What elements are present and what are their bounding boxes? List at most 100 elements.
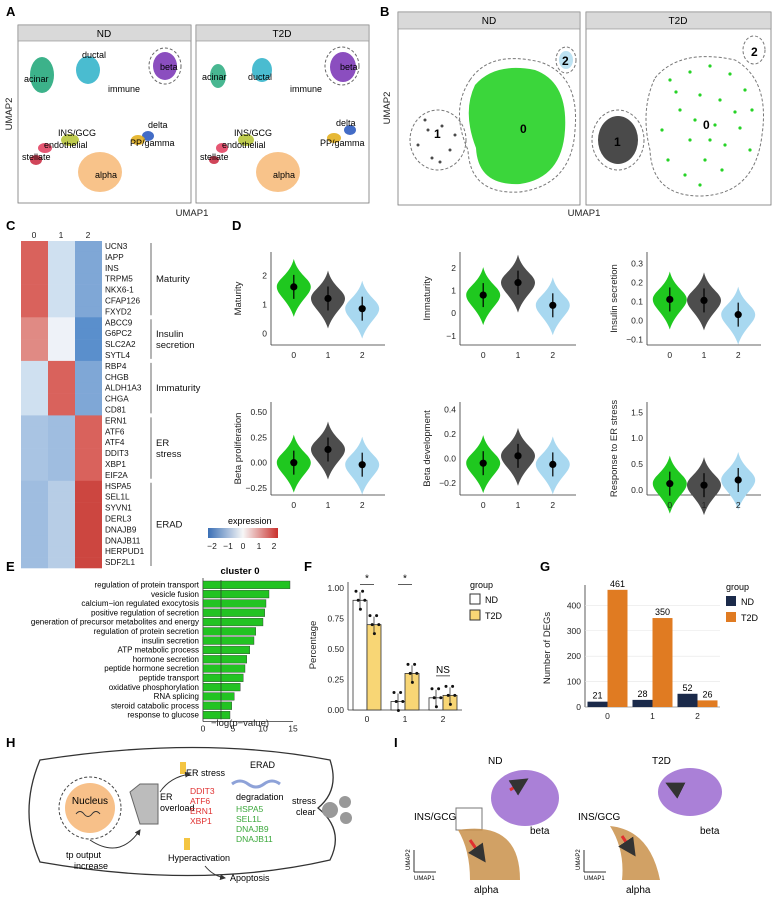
velocity-arrow: [468, 839, 486, 863]
dna-icon: [75, 811, 101, 817]
panel-a: A ND T2D acinar ductal immune beta INS/G…: [4, 4, 370, 219]
category-label: regulation of protein secretion: [94, 627, 199, 636]
panel-e-xlabel: −log(p−value): [211, 718, 269, 729]
panel-i-t2d-alpha: alpha: [626, 885, 651, 896]
heatmap-gene-label: DERL3: [105, 515, 132, 524]
data-point: [358, 607, 362, 611]
ductal-blob: [76, 56, 100, 84]
beta-velocity-cloud: [658, 768, 722, 816]
heatmap-gene-label: DNAJB11: [105, 536, 141, 545]
panel-d: D 0 1 2 Maturity 0 1 2 −1 0 1 2 Immaturity 0 1 2 −0.1 0.…: [232, 218, 761, 516]
heatmap-cell: [21, 339, 48, 351]
violin-ylabel: Insulin secretion: [609, 264, 620, 333]
heatmap-legend-bar: [208, 528, 278, 538]
x-tick-label: 0: [667, 350, 672, 360]
violin-median: [290, 459, 298, 467]
cluster-1-cloud: [598, 116, 638, 164]
heatmap-cell: [75, 295, 102, 307]
violin-median: [700, 296, 708, 304]
heatmap-cell: [48, 513, 75, 525]
heatmap-cell: [21, 262, 48, 274]
label-immune: immune: [290, 84, 322, 94]
violin-median: [514, 452, 522, 460]
y-tick-label: 0.3: [631, 258, 643, 268]
stellate-blob: [209, 156, 219, 164]
data-point: [413, 662, 417, 666]
data-point: [415, 671, 419, 675]
data-point: [356, 598, 360, 602]
heatmap-gene-label: SEL1L: [105, 493, 130, 502]
violin-median: [700, 481, 708, 489]
bar: [202, 683, 241, 692]
cluster-0-points: [660, 64, 754, 187]
bar: [202, 655, 247, 664]
violin-median: [358, 305, 366, 313]
acinar-blob: [30, 57, 54, 93]
panel-f: F 0.00 0.25 0.50 0.75 1.00 * 0 * 1 NS 2 Percentage…: [304, 559, 503, 724]
panel-letter-e: E: [6, 559, 15, 574]
panel-a-t2d-clusters: acinar ductal immune beta INS/GCG endoth…: [200, 46, 365, 192]
beta-outline: [148, 47, 182, 85]
heatmap-cell: [48, 360, 75, 373]
er-stress-icon: [180, 762, 186, 774]
y-tick-label: 100: [567, 677, 581, 687]
heatmap-gene-label: ATF6: [105, 427, 125, 436]
data-point: [406, 662, 410, 666]
panel-b-t2d-strip: [585, 11, 772, 30]
heatmap-group-label: Insulin: [156, 329, 183, 340]
heatmap-group-label: Immaturity: [156, 383, 201, 394]
category-label: insulin secretion: [142, 636, 199, 645]
label-ins-gcg: INS/GCG: [58, 128, 96, 138]
panel-f-legend-title: group: [470, 580, 493, 590]
red-gene: XBP1: [190, 816, 212, 826]
y-tick-label: 0.00: [250, 458, 267, 468]
category-label: calcium−ion regulated exocytosis: [81, 599, 199, 608]
arrow: [204, 865, 226, 881]
heatmap-gene-label: RBP4: [105, 362, 127, 371]
heatmap-cell: [48, 371, 75, 383]
data-point: [446, 693, 450, 697]
cluster-0-outline: [645, 56, 764, 197]
output-line2: increase: [74, 861, 108, 871]
panel-h: H Nucleus ER overload tp output increase…: [6, 735, 352, 883]
bar: [202, 673, 244, 682]
heatmap-cell: [21, 480, 48, 492]
bar: [352, 599, 368, 711]
bar: [652, 618, 673, 707]
heatmap-cell: [48, 262, 75, 274]
panel-e: E cluster 0 regulation of protein transp…: [6, 559, 298, 734]
label-endothelial: endothelial: [222, 140, 266, 150]
er-overload-line1: ER: [160, 792, 173, 802]
velocity-arrow: [665, 782, 686, 799]
heatmap-cell: [21, 360, 48, 373]
x-tick-label: 1: [702, 500, 707, 510]
label-delta: delta: [336, 118, 356, 128]
violin-ylabel: Immaturity: [422, 276, 433, 321]
panel-letter-c: C: [6, 218, 16, 233]
beta-outline: [324, 46, 360, 86]
label-delta: delta: [148, 120, 168, 130]
heatmap-cell: [21, 437, 48, 449]
significance-label: *: [403, 573, 407, 584]
green-gene: SEL1L: [236, 814, 262, 824]
heatmap-gene-label: CHGA: [105, 395, 129, 404]
erad-label: ERAD: [250, 760, 276, 770]
y-tick-label: 1.0: [631, 433, 643, 443]
panel-i-t2d-yaxis: UMAP2: [576, 849, 582, 870]
category-label: vesicle fusion: [151, 590, 199, 599]
heatmap-cell: [48, 273, 75, 285]
alpha-blob: [256, 152, 300, 192]
panel-i-t2d-insgcg: INS/GCG: [578, 812, 620, 823]
violin-median: [514, 279, 522, 287]
heatmap-group-label: ERAD: [156, 519, 183, 530]
velocity-arrow: [508, 778, 529, 796]
panel-a-xlabel: UMAP1: [176, 208, 209, 219]
label-ductal: ductal: [248, 72, 272, 82]
bar: [202, 636, 255, 645]
label-acinar: acinar: [24, 74, 49, 84]
cluster-0-outline: [459, 58, 577, 193]
heatmap-cell: [75, 284, 102, 296]
apoptosis-label: Apoptosis: [230, 873, 270, 883]
